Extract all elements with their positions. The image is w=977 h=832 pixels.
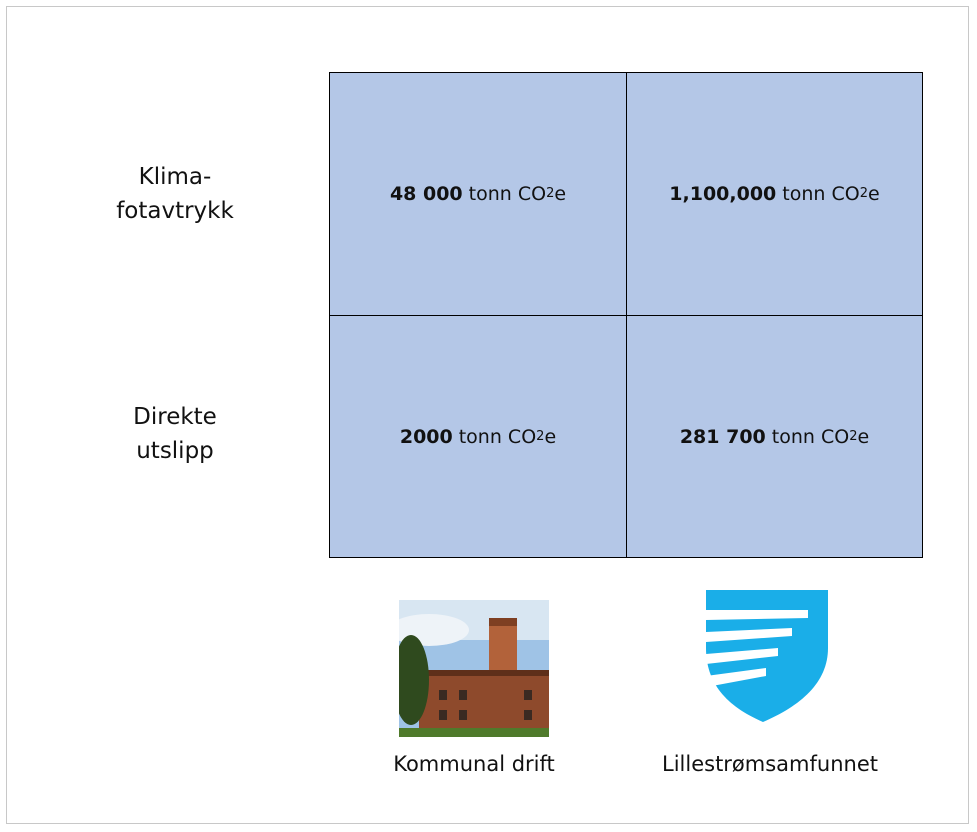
building-photo [399, 600, 549, 737]
column-label: Kommunal drift [324, 752, 624, 776]
cell-unit: tonn CO [782, 183, 859, 205]
cell-unit: tonn CO [459, 426, 536, 448]
logo-shield [700, 588, 830, 724]
cell-suffix: e [544, 426, 556, 448]
cell-suffix: e [554, 183, 566, 205]
column-label: Lillestrømsamfunnet [620, 752, 920, 776]
row-label: Direkte utslipp [60, 400, 290, 468]
cell-unit: tonn CO [772, 426, 849, 448]
cell-value: 2000 [400, 426, 453, 448]
row-label-line: fotavtrykk [60, 194, 290, 228]
cell-unit: tonn CO [469, 183, 546, 205]
page: Klima- fotavtrykk Direkte utslipp 48 000… [0, 0, 977, 832]
cell-value: 1,100,000 [669, 183, 776, 205]
cell-suffix: e [857, 426, 869, 448]
row-label-line: utslipp [60, 434, 290, 468]
cell-value: 48 000 [390, 183, 463, 205]
row-label-line: Klima- [60, 160, 290, 194]
row-label: Klima- fotavtrykk [60, 160, 290, 228]
cell-suffix: e [868, 183, 880, 205]
row-label-line: Direkte [60, 400, 290, 434]
cell-value: 281 700 [680, 426, 766, 448]
